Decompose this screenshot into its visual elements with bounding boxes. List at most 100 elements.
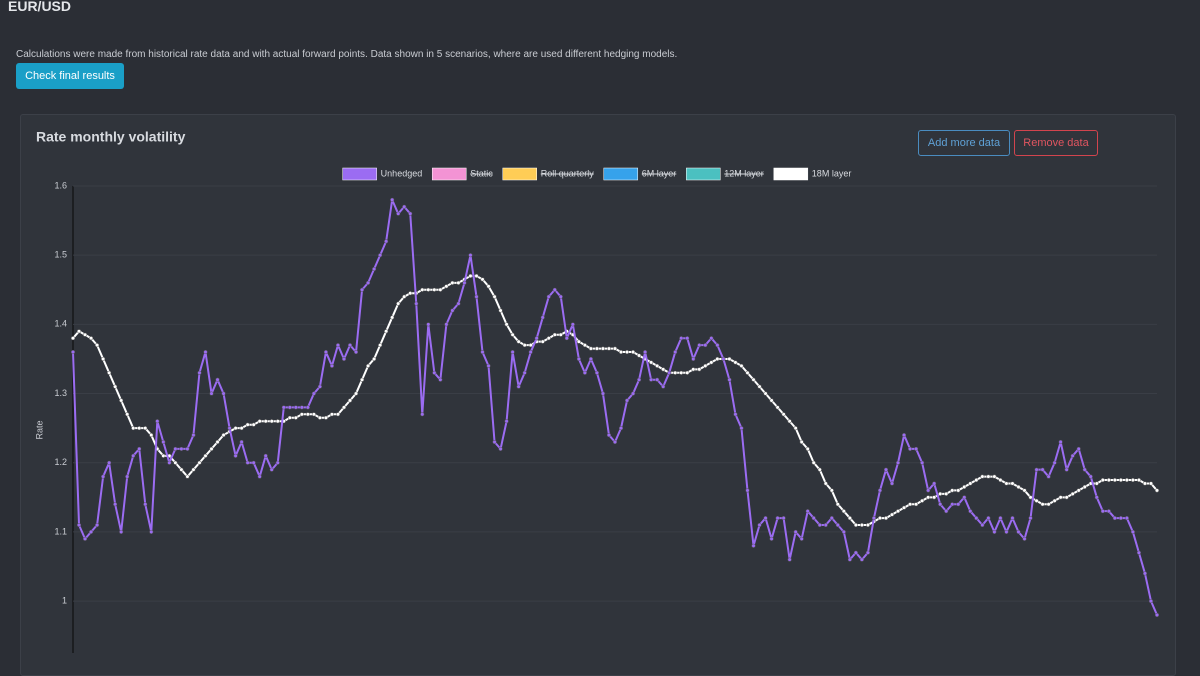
data-point: [402, 294, 407, 299]
data-point: [143, 426, 148, 431]
data-point: [847, 516, 852, 521]
data-point: [167, 460, 172, 465]
data-point: [263, 453, 268, 458]
data-point: [113, 502, 118, 507]
data-point: [203, 349, 208, 355]
data-point: [1142, 481, 1148, 486]
description: Calculations were made from historical r…: [16, 49, 678, 60]
data-point: [655, 363, 660, 368]
data-point: [1112, 516, 1117, 521]
data-point: [1010, 516, 1015, 521]
data-point: [841, 529, 846, 534]
data-point: [456, 280, 461, 285]
data-point: [576, 356, 581, 362]
data-point: [757, 384, 762, 389]
data-point: [95, 343, 100, 348]
data-point: [865, 522, 870, 528]
data-point: [1004, 481, 1009, 486]
data-point: [655, 377, 660, 382]
data-point: [396, 301, 401, 306]
data-point: [522, 343, 527, 348]
data-point: [1130, 529, 1135, 534]
data-point: [215, 377, 220, 382]
data-point: [396, 211, 401, 216]
data-point: [510, 349, 515, 355]
data-point: [697, 367, 702, 372]
data-point: [131, 426, 136, 431]
data-point: [498, 446, 503, 451]
data-point: [649, 377, 654, 382]
data-point: [281, 405, 286, 410]
data-point: [594, 370, 599, 375]
data-point: [335, 412, 341, 417]
data-point: [902, 505, 907, 510]
data-point: [600, 346, 606, 351]
data-point: [1094, 495, 1099, 500]
data-point: [944, 491, 949, 496]
data-point: [155, 419, 160, 424]
data-point: [227, 426, 232, 431]
data-point: [1046, 502, 1051, 507]
legend-label: Roll quarterly: [541, 168, 595, 178]
data-point: [895, 509, 901, 514]
legend-label: Unhedged: [381, 168, 423, 178]
data-point: [938, 491, 943, 496]
data-point: [763, 391, 768, 396]
data-point: [191, 433, 196, 438]
data-point: [938, 502, 943, 507]
data-point: [347, 398, 353, 403]
y-tick-label: 1.1: [54, 526, 67, 536]
data-point: [546, 294, 551, 299]
data-point: [1136, 550, 1141, 555]
data-point: [594, 346, 599, 351]
data-point: [853, 522, 858, 528]
data-point: [450, 308, 455, 313]
data-point: [986, 516, 991, 521]
data-point: [757, 522, 762, 528]
data-point: [787, 419, 792, 424]
add-data-button[interactable]: Add more data: [918, 130, 1010, 156]
data-point: [823, 522, 828, 528]
data-point: [859, 522, 864, 528]
data-point: [341, 405, 347, 410]
data-point: [926, 488, 931, 493]
data-point: [1082, 484, 1087, 490]
data-point: [715, 343, 720, 348]
legend-label: 12M layer: [724, 168, 764, 178]
y-tick-label: 1: [62, 595, 67, 605]
data-point: [552, 332, 557, 337]
data-point: [1118, 477, 1123, 483]
y-tick-label: 1.5: [54, 250, 67, 260]
data-point: [528, 343, 533, 348]
data-point: [101, 356, 106, 362]
data-point: [727, 377, 732, 382]
data-point: [612, 439, 618, 445]
data-point: [889, 512, 895, 517]
data-point: [637, 377, 642, 382]
data-point: [191, 467, 196, 472]
data-point: [82, 332, 88, 337]
page-title: EUR/USD: [8, 0, 72, 14]
data-point: [1010, 481, 1015, 486]
legend-swatch: [431, 167, 467, 181]
data-point: [606, 346, 612, 351]
check-results-button[interactable]: Check final results: [16, 63, 124, 89]
data-point: [329, 363, 335, 368]
data-point: [1112, 477, 1117, 483]
data-point: [956, 502, 961, 507]
data-point: [932, 481, 937, 486]
data-point: [944, 509, 949, 514]
data-point: [739, 426, 744, 431]
data-point: [733, 360, 738, 365]
data-point: [1052, 460, 1057, 465]
data-point: [1088, 474, 1093, 479]
data-point: [817, 522, 822, 528]
remove-data-button[interactable]: Remove data: [1014, 130, 1098, 156]
data-point: [558, 294, 563, 299]
chart: Rate monthly volatility Rate 1 1.1 1.2 1.3 1…: [34, 129, 1160, 653]
data-point: [1076, 488, 1081, 493]
legend-label: Static: [470, 168, 493, 178]
data-point: [1040, 502, 1045, 507]
data-point: [251, 422, 256, 427]
data-point: [438, 377, 443, 382]
